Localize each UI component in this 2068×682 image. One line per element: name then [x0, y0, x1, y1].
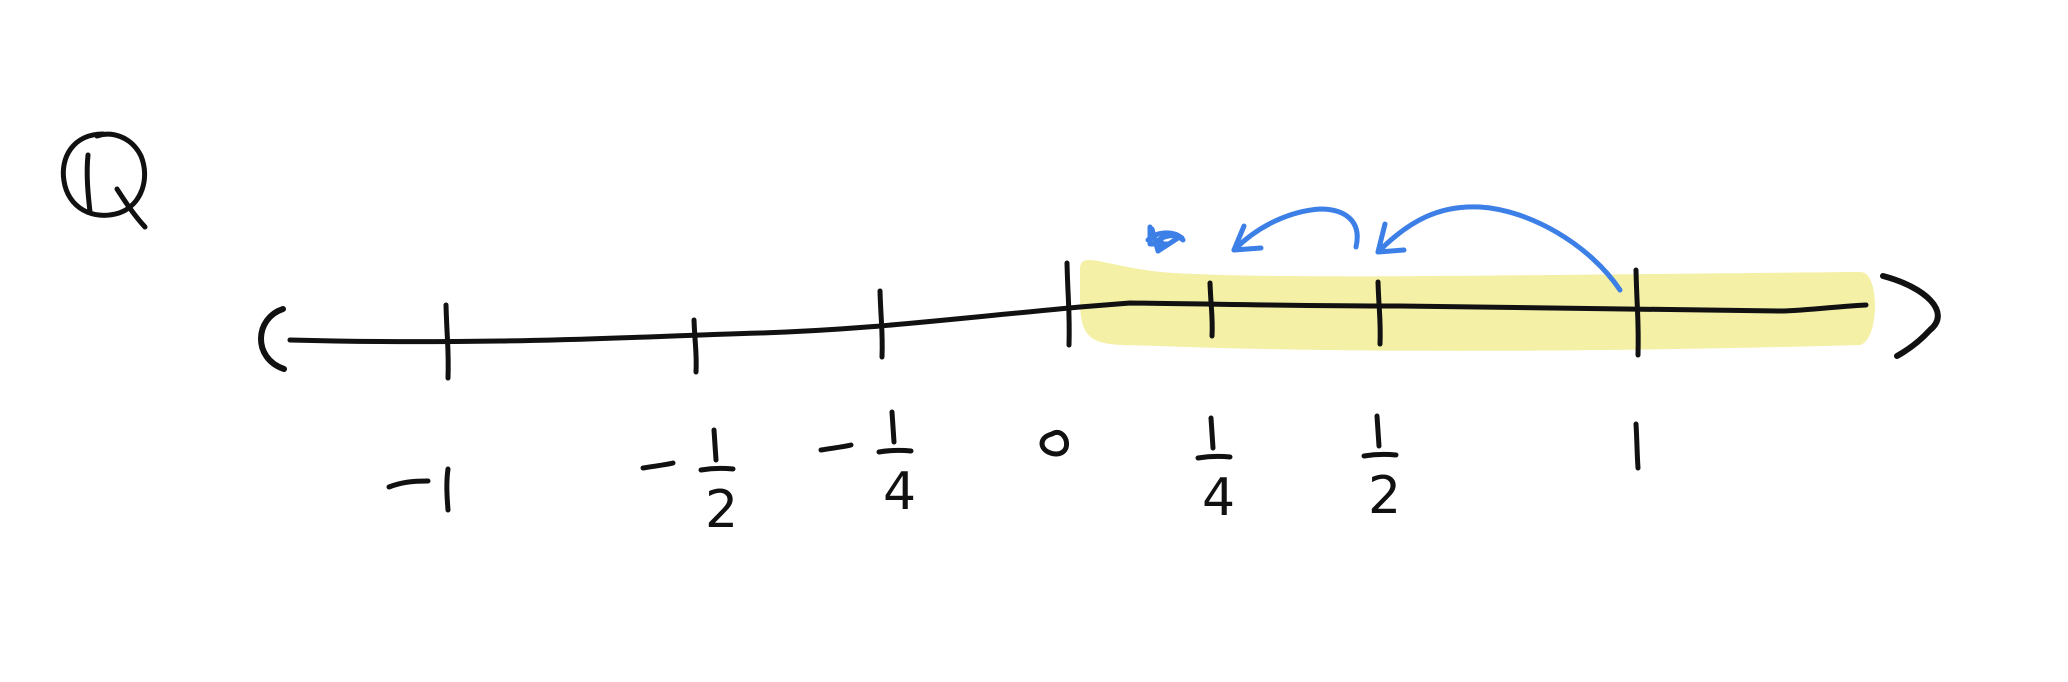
number-line-axis [287, 300, 1869, 345]
tick-mark [1633, 267, 1641, 358]
label-one [1633, 421, 1641, 471]
halving-arrows [1145, 204, 1623, 293]
tick-labels: 2 4 4 2 [386, 409, 1641, 540]
label-neg-quarter: 4 [818, 409, 916, 522]
arrow-small-hook [1145, 224, 1185, 247]
label-neg-half: 2 [640, 427, 738, 540]
svg-text:2: 2 [705, 480, 738, 540]
tick-mark [1375, 279, 1383, 347]
svg-text:4: 4 [883, 462, 916, 522]
tick-mark [1207, 280, 1215, 339]
tick-mark [1064, 260, 1072, 348]
arrow-half-to-quarter [1231, 206, 1360, 253]
label-half: 2 [1361, 413, 1401, 526]
svg-text:2: 2 [1368, 466, 1401, 526]
tick-marks [443, 260, 1641, 381]
tick-mark [443, 302, 451, 381]
right-open-bracket [1880, 273, 1941, 359]
tick-mark [877, 288, 885, 360]
label-zero [1039, 429, 1070, 457]
arrow-1-to-half [1375, 204, 1623, 293]
tick-mark [691, 317, 699, 375]
left-open-bracket [258, 306, 287, 372]
rationals-symbol-Q [60, 131, 148, 230]
label-quarter: 4 [1195, 415, 1235, 528]
svg-text:4: 4 [1202, 468, 1235, 528]
label-neg-one [386, 466, 451, 513]
